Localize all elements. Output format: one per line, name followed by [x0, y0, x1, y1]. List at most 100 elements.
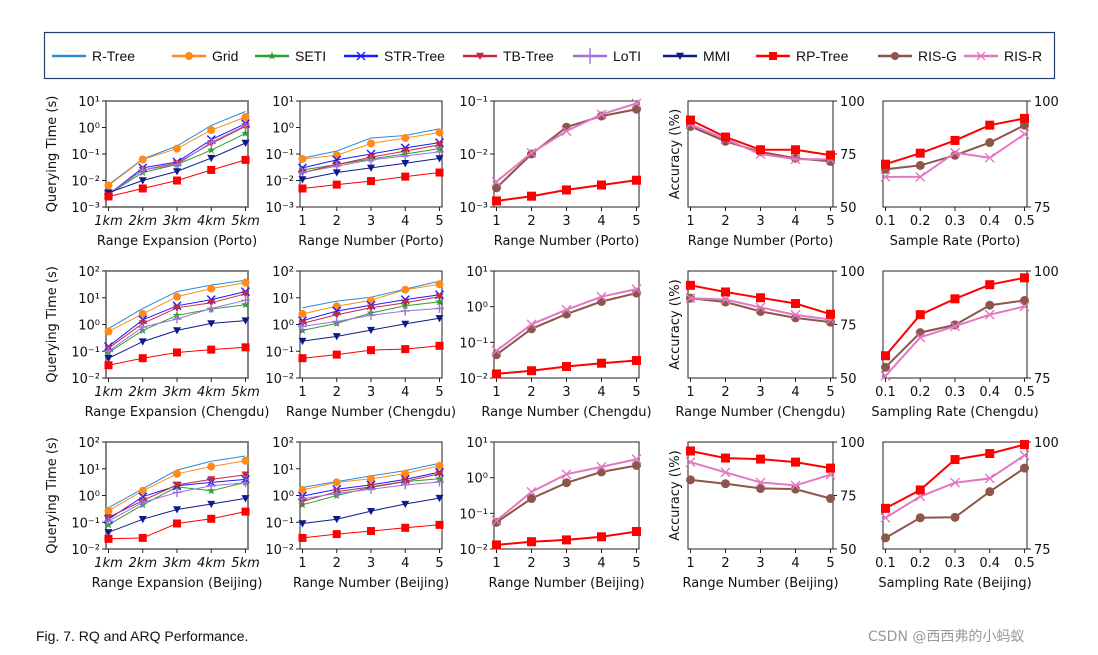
x-tick-label: 0.1 — [875, 385, 896, 400]
data-point — [104, 534, 113, 543]
data-point — [207, 476, 216, 484]
y-tick-label: 10⁰ — [272, 490, 294, 505]
chart-panel: 1 2 3 4 5 10⁻² 10⁻¹ 10⁰ 10¹ 10² Range Number (Beij… — [265, 436, 449, 591]
x-tick-label: 4 — [791, 214, 799, 229]
data-point — [173, 327, 181, 335]
legend-item: STR-Tree — [344, 48, 445, 64]
y-axis-label: Querying Time (s) — [45, 96, 60, 213]
data-point — [791, 457, 800, 467]
data-point — [985, 300, 995, 310]
data-point — [298, 168, 307, 178]
data-point — [367, 474, 375, 483]
x-tick-label: 1 — [298, 214, 306, 229]
data-point — [241, 343, 250, 352]
x-tick-label: 0.3 — [945, 556, 966, 571]
x-axis-label: Range Number (Porto) — [688, 234, 834, 249]
data-point — [1019, 129, 1030, 140]
x-tick-label: 0.2 — [910, 214, 931, 229]
series-r-tree — [108, 279, 246, 330]
data-point — [207, 126, 216, 135]
data-point — [791, 299, 800, 309]
data-point — [207, 462, 216, 471]
series-ris-r — [491, 454, 642, 526]
series-ris-r — [685, 119, 836, 165]
legend-item: TB-Tree — [463, 48, 554, 64]
x-tick-label: 5 — [435, 214, 443, 229]
data-point — [298, 486, 307, 495]
data-point — [400, 480, 410, 490]
legend-label: RP-Tree — [796, 48, 849, 64]
data-point — [915, 485, 925, 495]
y-tick-label: 10⁻¹ — [265, 516, 294, 531]
y-tick-label: 75 — [840, 148, 857, 163]
data-point — [367, 346, 375, 355]
data-point — [138, 177, 147, 185]
data-point — [596, 291, 607, 302]
data-point — [138, 155, 147, 164]
data-point — [985, 120, 995, 130]
data-point — [755, 477, 766, 488]
data-point — [206, 137, 216, 147]
data-point — [686, 475, 695, 485]
x-tick-label: 0.4 — [979, 385, 1000, 400]
x-tick-label: 1 — [492, 214, 500, 229]
series-ris-r — [685, 293, 836, 325]
series-rp-tree — [298, 168, 444, 193]
data-point — [492, 183, 501, 193]
x-tick-label: 0.5 — [1014, 214, 1035, 229]
data-point — [491, 176, 502, 187]
chart-panel: 1 2 3 4 5 50 75 100 Range Number (Porto) Accuracy… — [668, 95, 865, 249]
data-point — [104, 354, 113, 363]
x-tick-label: 0.4 — [979, 556, 1000, 571]
plot-frame — [105, 270, 249, 379]
x-tick-label: 2 — [527, 214, 535, 229]
data-point — [435, 303, 444, 313]
legend-item: Grid — [172, 48, 238, 64]
series-tb-tree — [104, 290, 250, 353]
data-point — [950, 294, 960, 304]
data-point — [173, 519, 181, 528]
series-line — [495, 102, 637, 183]
data-point — [435, 461, 444, 470]
series-grid — [298, 280, 444, 318]
data-point — [298, 354, 307, 363]
data-point — [881, 351, 890, 361]
figure-caption: Fig. 7. RQ and ARQ Performance. — [36, 628, 249, 644]
series-grid — [104, 456, 250, 515]
series-rp-tree — [881, 273, 1029, 361]
x-tick-label: 1 — [298, 556, 306, 571]
data-point — [104, 506, 113, 515]
chart-panel: 0.1 0.2 0.3 0.4 0.575 100 Sampling Rate (Beiji… — [875, 436, 1059, 591]
data-point — [138, 322, 148, 332]
series-ris-g — [881, 463, 1029, 543]
data-point — [632, 460, 641, 470]
data-point — [332, 316, 342, 326]
data-point — [597, 467, 606, 477]
data-point — [791, 145, 800, 155]
series-r-tree — [302, 128, 440, 159]
series-rp-tree — [492, 526, 641, 550]
data-point — [367, 164, 375, 172]
plot-frame — [105, 100, 249, 208]
series-rp-tree — [492, 355, 641, 379]
data-point — [332, 333, 341, 341]
data-point — [332, 488, 342, 498]
data-point — [1020, 440, 1029, 450]
series-rp-tree — [881, 113, 1029, 169]
x-tick-label: 2 — [721, 385, 729, 400]
series-rp-tree — [686, 115, 835, 160]
series-line — [495, 108, 637, 189]
data-point — [173, 144, 181, 153]
y-tick-label: 10⁻² — [265, 372, 294, 387]
x-tick-label: 5 — [435, 385, 443, 400]
y-tick-label: 75 — [1034, 201, 1051, 216]
x-axis-label: Range Expansion (Chengdu) — [85, 405, 270, 420]
y-tick-label: 10⁻² — [71, 543, 100, 558]
data-point — [435, 155, 444, 163]
data-point — [561, 304, 572, 315]
y-axis-label: Querying Time (s) — [45, 266, 60, 383]
data-point — [435, 520, 444, 529]
y-tick-label: 10⁻¹ — [71, 345, 100, 360]
series-line — [884, 276, 1025, 357]
legend-label: RIS-G — [918, 48, 957, 64]
